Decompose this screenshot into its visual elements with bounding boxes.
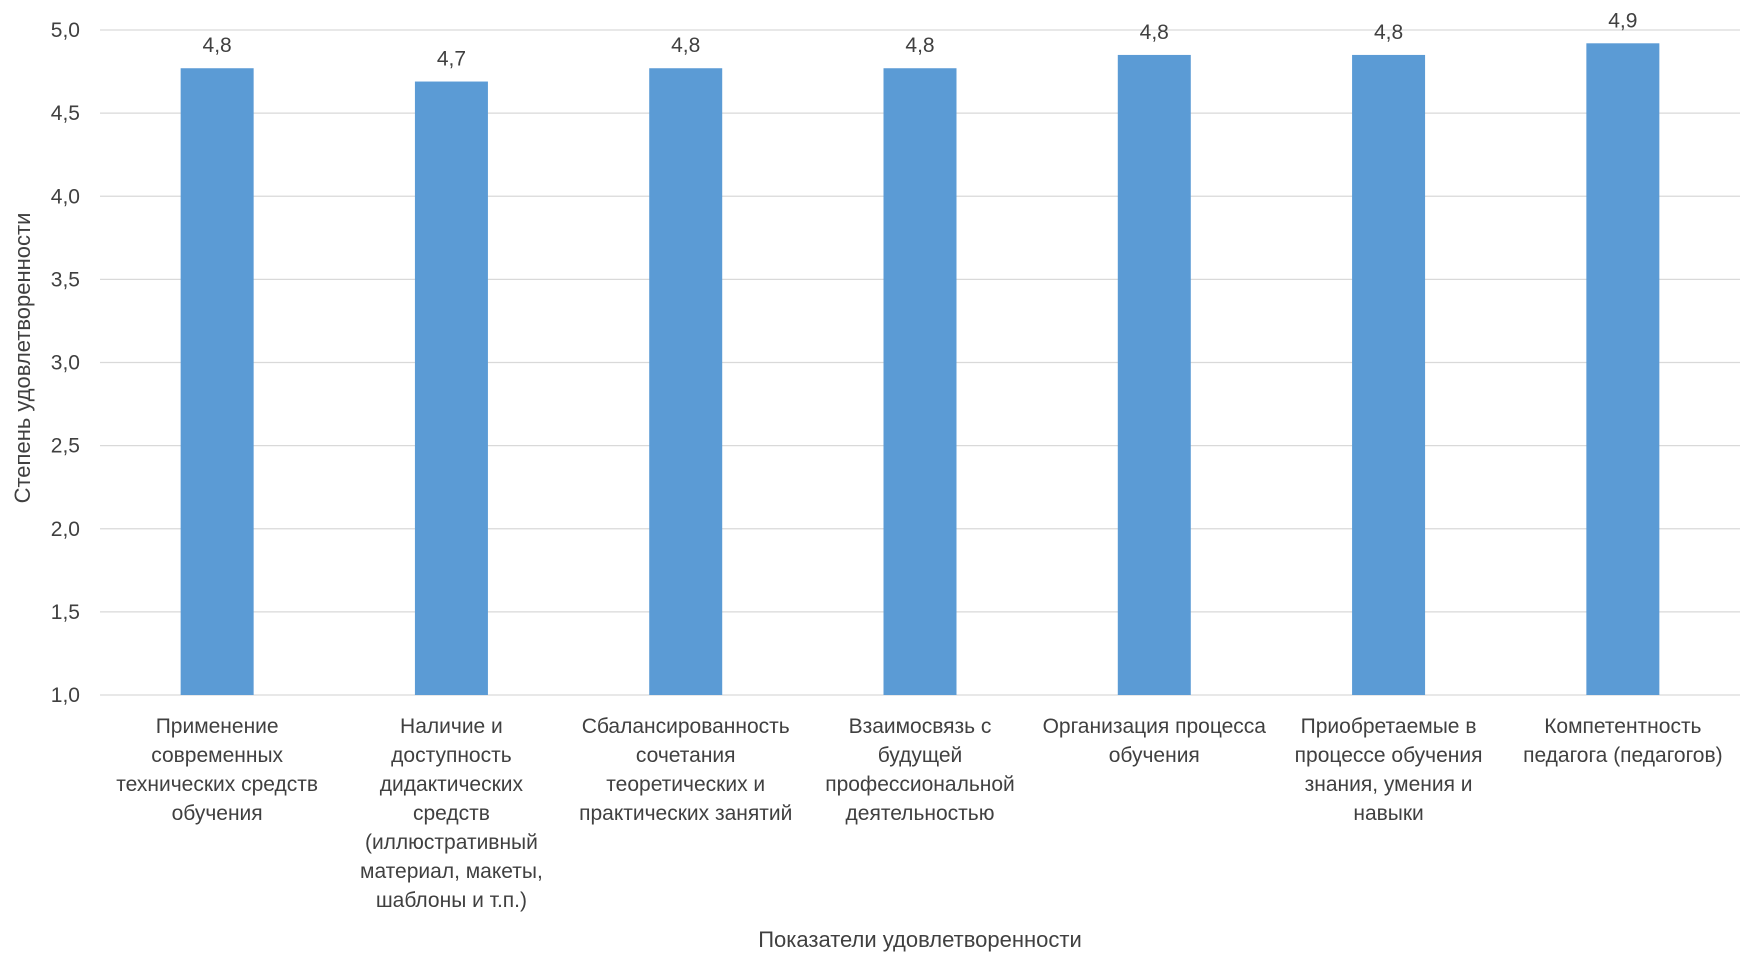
- x-category-label-line: Сбалансированность: [582, 715, 790, 738]
- x-category-label-line: дидактических: [380, 773, 524, 796]
- x-category-label-line: Компетентность: [1544, 715, 1701, 738]
- x-category-label-line: теоретических и: [606, 773, 765, 796]
- bar: [649, 68, 723, 696]
- bar: [1586, 43, 1660, 696]
- y-tick-label: 5,0: [51, 19, 80, 42]
- bar: [1117, 54, 1191, 695]
- x-category-label: Организация процесса обучения: [1043, 715, 1267, 767]
- y-tick-label: 1,5: [51, 601, 80, 624]
- data-label: 4,7: [437, 48, 466, 71]
- x-category-label-line: доступность: [391, 744, 512, 767]
- bar: [883, 68, 957, 696]
- x-axis-categories: Применение современных технических средств…: [116, 715, 1722, 912]
- x-category-label-line: практических занятий: [579, 802, 792, 825]
- x-category-label: Компетентность педагога (педагогов): [1523, 715, 1723, 767]
- x-category-label-line: обучения: [1109, 744, 1200, 767]
- x-category-label-line: средств: [413, 802, 490, 825]
- x-category-label-line: технических средств: [116, 773, 318, 796]
- x-category-label: Наличие и доступность дидактических средств…: [360, 715, 543, 912]
- data-label: 4,8: [203, 34, 232, 57]
- x-category-label-line: деятельностью: [846, 802, 995, 825]
- x-category-label-line: Наличие и: [400, 715, 503, 738]
- y-tick-label: 1,0: [51, 684, 80, 707]
- y-tick-label: 3,0: [51, 352, 80, 375]
- data-label: 4,8: [1374, 21, 1403, 44]
- x-category-label: Приобретаемые в процессе обучения знания, …: [1295, 715, 1483, 825]
- y-axis-title: Степень удовлетворенности: [10, 213, 35, 504]
- y-tick-label: 4,5: [51, 102, 80, 125]
- y-axis-ticks: 1,0 1,5 2,0 2,5 3,0 3,5 4,0 4,5 5,0: [51, 19, 80, 707]
- x-category-label-line: профессиональной: [825, 773, 1015, 796]
- bar: [1352, 54, 1426, 695]
- x-axis-title: Показатели удовлетворенности: [758, 927, 1082, 952]
- y-tick-label: 2,5: [51, 435, 80, 458]
- bar: [414, 81, 488, 696]
- x-category-label-line: (иллюстративный: [365, 831, 538, 854]
- x-category-label-line: Взаимосвязь с: [849, 715, 992, 738]
- x-category-label-line: знания, умения и: [1305, 773, 1473, 796]
- x-category-label: Взаимосвязь с будущей профессиональной деят…: [825, 715, 1015, 825]
- x-category-label: Сбалансированность сочетания теоретических…: [579, 715, 792, 825]
- x-category-label-line: Приобретаемые в: [1301, 715, 1477, 738]
- x-category-label-line: материал, макеты,: [360, 860, 543, 883]
- x-category-label-line: навыки: [1353, 802, 1423, 825]
- data-label: 4,8: [1140, 21, 1169, 44]
- data-label: 4,9: [1608, 9, 1637, 32]
- x-category-label: Применение современных технических средств…: [116, 715, 318, 825]
- bar: [180, 68, 254, 696]
- x-category-label-line: сочетания: [636, 744, 736, 767]
- x-category-label-line: обучения: [172, 802, 263, 825]
- y-tick-label: 2,0: [51, 518, 80, 541]
- x-category-label-line: педагога (педагогов): [1523, 744, 1723, 767]
- bars: [180, 43, 1660, 696]
- data-label: 4,8: [905, 34, 934, 57]
- x-category-label-line: современных: [151, 744, 283, 767]
- y-tick-label: 4,0: [51, 185, 80, 208]
- x-category-label-line: шаблоны и т.п.): [376, 889, 527, 912]
- y-tick-label: 3,5: [51, 268, 80, 291]
- data-label: 4,8: [671, 34, 700, 57]
- x-category-label-line: Организация процесса: [1043, 715, 1267, 738]
- x-category-label-line: процессе обучения: [1295, 744, 1483, 767]
- x-category-label-line: будущей: [878, 744, 963, 767]
- data-labels: 4,8 4,7 4,8 4,8 4,8 4,8 4,9: [203, 9, 1638, 70]
- x-category-label-line: Применение: [156, 715, 279, 738]
